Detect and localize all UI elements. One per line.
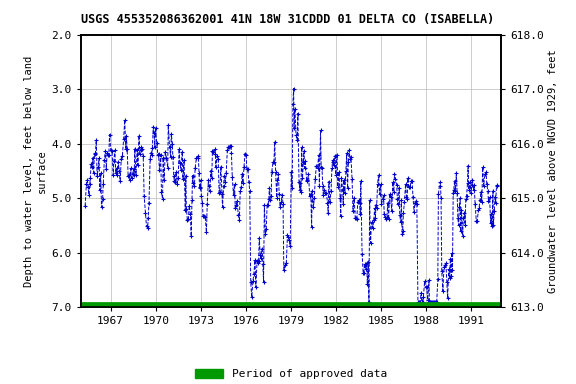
Legend: Period of approved data: Period of approved data	[191, 364, 391, 384]
Y-axis label: Depth to water level, feet below land
surface: Depth to water level, feet below land su…	[24, 55, 47, 286]
Y-axis label: Groundwater level above NGVD 1929, feet: Groundwater level above NGVD 1929, feet	[548, 49, 558, 293]
Text: USGS 455352086362001 41N 18W 31CDDD 01 DELTA CO (ISABELLA): USGS 455352086362001 41N 18W 31CDDD 01 D…	[81, 13, 495, 26]
